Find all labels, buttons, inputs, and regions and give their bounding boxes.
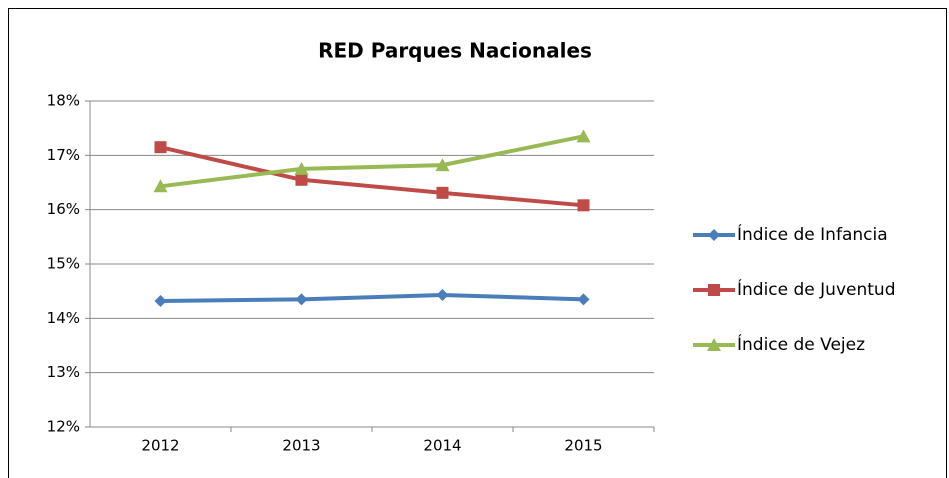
y-tick-label: 14% xyxy=(47,309,80,327)
marker xyxy=(295,293,308,306)
y-tick-label: 18% xyxy=(47,92,80,110)
marker xyxy=(577,199,590,212)
series-line xyxy=(160,145,584,208)
marker xyxy=(707,338,721,351)
series-line xyxy=(160,134,584,189)
marker xyxy=(708,284,720,296)
marker xyxy=(435,158,450,172)
legend-label: Índice de Juventud xyxy=(737,278,895,300)
marker xyxy=(436,186,449,199)
y-tick-label: 15% xyxy=(47,255,80,273)
legend-label: Índice de Infancia xyxy=(737,223,888,245)
x-tick-label: 2014 xyxy=(423,437,461,455)
x-tick-label: 2012 xyxy=(141,437,179,455)
marker xyxy=(154,294,167,307)
marker xyxy=(576,129,591,143)
x-tick-label: 2013 xyxy=(282,437,320,455)
marker xyxy=(577,293,590,306)
chart-title: RED Parques Nacionales xyxy=(318,39,592,63)
marker xyxy=(154,141,167,154)
marker xyxy=(436,288,449,301)
y-tick-label: 16% xyxy=(47,200,80,218)
x-tick-label: 2015 xyxy=(564,437,602,455)
y-tick-label: 12% xyxy=(47,418,80,436)
legend-label: Índice de Vejez xyxy=(737,333,865,355)
marker xyxy=(294,161,309,175)
chart-frame xyxy=(8,8,947,478)
series-line xyxy=(160,292,584,303)
y-tick-label: 13% xyxy=(47,363,80,381)
marker xyxy=(153,179,168,193)
marker xyxy=(708,229,720,241)
y-tick-label: 17% xyxy=(47,146,80,164)
marker xyxy=(295,173,308,186)
